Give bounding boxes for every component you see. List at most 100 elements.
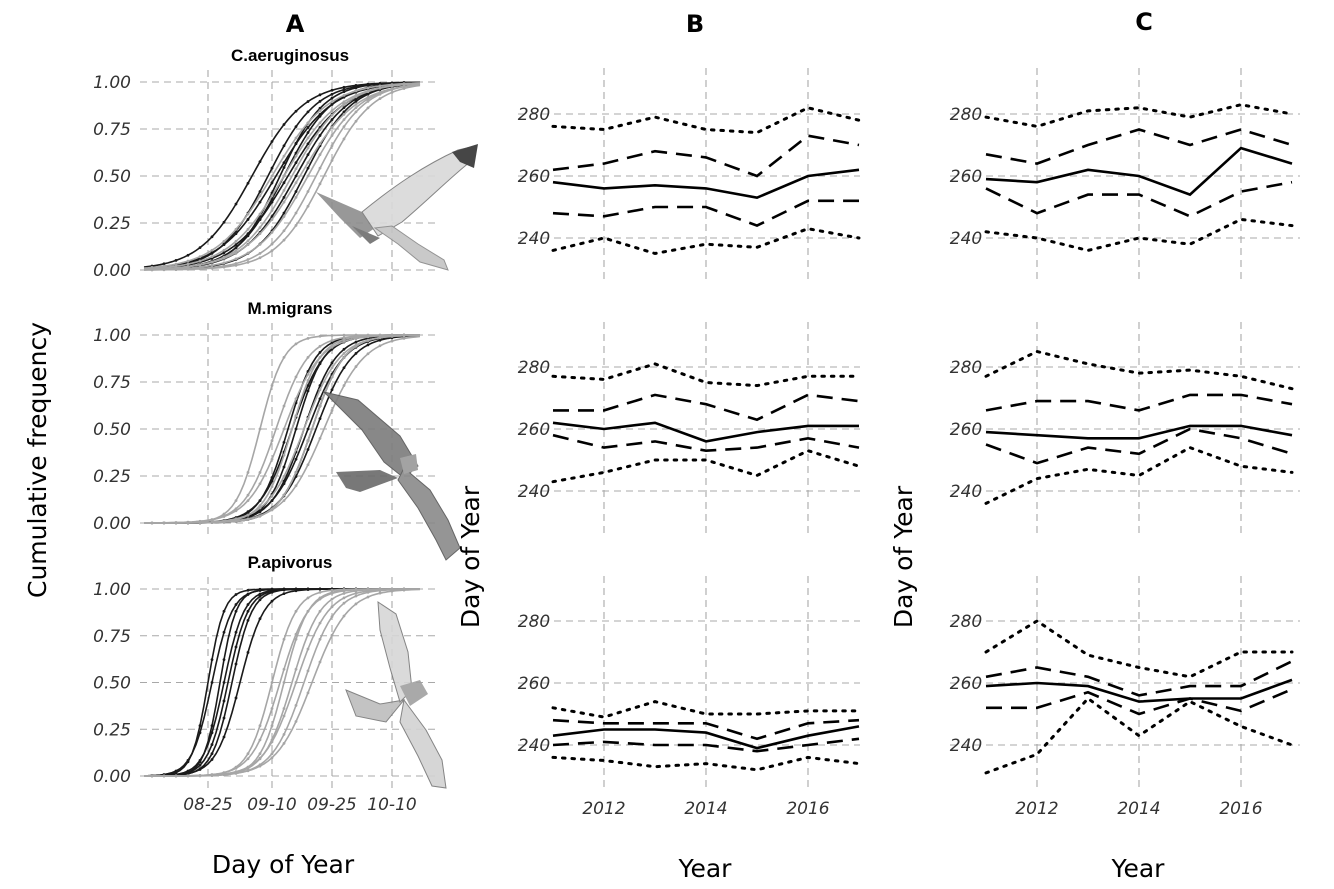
cumulative-point-dark bbox=[234, 609, 238, 613]
cumulative-point-light bbox=[330, 100, 334, 104]
cumulative-point-dark bbox=[342, 85, 346, 89]
cumulative-point-light bbox=[210, 520, 214, 524]
cumulative-point-dark bbox=[342, 110, 346, 114]
cumulative-point-light bbox=[354, 89, 358, 93]
cumulative-point-light bbox=[330, 113, 334, 117]
cumulative-point-light bbox=[306, 609, 310, 613]
cumulative-point-light bbox=[198, 263, 202, 267]
cumulative-point-light bbox=[234, 257, 238, 261]
cumulative-point-dark bbox=[306, 100, 310, 103]
cumulative-point-light bbox=[318, 334, 322, 338]
y-axis-label-b: Day of Year bbox=[456, 485, 485, 628]
cumulative-point-dark bbox=[246, 593, 250, 596]
cumulative-point-light bbox=[258, 242, 262, 246]
cumulative-point-light bbox=[258, 724, 262, 728]
series-line-dotted bbox=[984, 696, 1294, 775]
black-kite-illustration bbox=[322, 391, 461, 561]
cumulative-point-light bbox=[246, 757, 250, 761]
cumulative-point-dark bbox=[306, 126, 310, 129]
cumulative-point-light bbox=[342, 588, 346, 592]
cumulative-point-dark bbox=[282, 592, 286, 596]
cumulative-point-dark bbox=[282, 161, 286, 165]
cumulative-point-light bbox=[378, 97, 382, 101]
cumulative-point-light bbox=[270, 508, 274, 512]
cumulative-point-light bbox=[342, 338, 346, 341]
y-tick-label: 280 bbox=[950, 105, 982, 125]
cumulative-curve-dark bbox=[143, 81, 421, 270]
cumulative-point-light bbox=[390, 589, 394, 593]
cumulative-point-light bbox=[222, 256, 226, 260]
series-line-solid bbox=[985, 146, 1293, 197]
cumulative-point-light bbox=[294, 223, 298, 227]
cumulative-point-light bbox=[246, 769, 250, 773]
cumulative-point-dark bbox=[258, 594, 262, 598]
cumulative-point-light bbox=[294, 154, 298, 158]
cumulative-point-light bbox=[234, 227, 238, 231]
cumulative-point-light bbox=[282, 732, 286, 736]
cumulative-point-light bbox=[342, 103, 346, 106]
cumulative-point-dark bbox=[246, 181, 250, 185]
panel-letter-a: A bbox=[286, 10, 305, 38]
cumulative-point-light bbox=[234, 263, 238, 267]
x-tick-label: 2014 bbox=[684, 799, 727, 819]
cumulative-point-dark bbox=[294, 125, 298, 129]
cumulative-point-light bbox=[318, 388, 322, 392]
cumulative-point-light bbox=[234, 239, 238, 243]
x-tick-label: 2016 bbox=[786, 799, 829, 819]
cumulative-point-light bbox=[402, 87, 406, 90]
cumulative-point-light bbox=[246, 258, 250, 261]
cumulative-point-light bbox=[294, 397, 298, 401]
cumulative-point-dark bbox=[294, 427, 298, 431]
cumulative-point-light bbox=[366, 90, 370, 93]
cumulative-point-light bbox=[270, 740, 274, 744]
cumulative-point-light bbox=[246, 471, 250, 474]
cumulative-point-light bbox=[342, 351, 346, 355]
cumulative-point-light bbox=[198, 259, 202, 263]
cumulative-point-light bbox=[294, 720, 298, 723]
cumulative-point-light bbox=[354, 119, 358, 123]
cumulative-point-dark bbox=[222, 251, 226, 255]
cumulative-point-light bbox=[294, 471, 298, 474]
cumulative-point-light bbox=[258, 738, 262, 742]
cumulative-point-dark bbox=[330, 341, 334, 345]
cumulative-point-light bbox=[354, 594, 358, 598]
cumulative-point-light bbox=[282, 499, 286, 502]
cumulative-point-light bbox=[270, 724, 274, 728]
cumulative-curve-light bbox=[144, 588, 421, 777]
cumulative-point-light bbox=[294, 632, 298, 636]
cumulative-point-dark bbox=[258, 617, 262, 621]
cumulative-point-dark bbox=[210, 731, 214, 735]
cumulative-point-dark bbox=[246, 233, 250, 236]
y-tick-label: 1.00 bbox=[93, 580, 131, 600]
cumulative-point-dark bbox=[234, 243, 238, 247]
cumulative-point-dark bbox=[234, 603, 238, 606]
cumulative-point-light bbox=[246, 752, 250, 756]
cumulative-point-light bbox=[222, 248, 226, 252]
cumulative-point-dark bbox=[210, 681, 214, 684]
cumulative-point-dark bbox=[258, 598, 262, 602]
cumulative-point-light bbox=[318, 404, 322, 408]
cumulative-point-light bbox=[270, 194, 274, 198]
cumulative-point-light bbox=[246, 517, 250, 521]
cumulative-point-light bbox=[354, 602, 358, 606]
y-tick-label: 280 bbox=[518, 612, 550, 632]
cumulative-point-light bbox=[282, 493, 286, 497]
cumulative-point-light bbox=[294, 342, 298, 346]
cumulative-point-dark bbox=[234, 246, 238, 249]
cumulative-point-dark bbox=[198, 763, 202, 767]
cumulative-point-light bbox=[306, 463, 310, 467]
cumulative-point-light bbox=[162, 521, 166, 525]
series-line-dashed bbox=[553, 393, 860, 422]
cumulative-point-light bbox=[402, 334, 406, 337]
cumulative-point-dark bbox=[234, 202, 238, 206]
cumulative-point-dark bbox=[330, 118, 334, 122]
series-line-dashed bbox=[985, 128, 1293, 165]
cumulative-point-light bbox=[270, 457, 274, 461]
cumulative-point-light bbox=[390, 339, 394, 343]
cumulative-point-light bbox=[234, 771, 238, 775]
cumulative-point-light bbox=[246, 227, 250, 231]
cumulative-point-dark bbox=[318, 93, 322, 97]
cumulative-point-light bbox=[270, 384, 274, 387]
cumulative-point-light bbox=[306, 691, 310, 695]
y-tick-label: 260 bbox=[518, 674, 550, 694]
